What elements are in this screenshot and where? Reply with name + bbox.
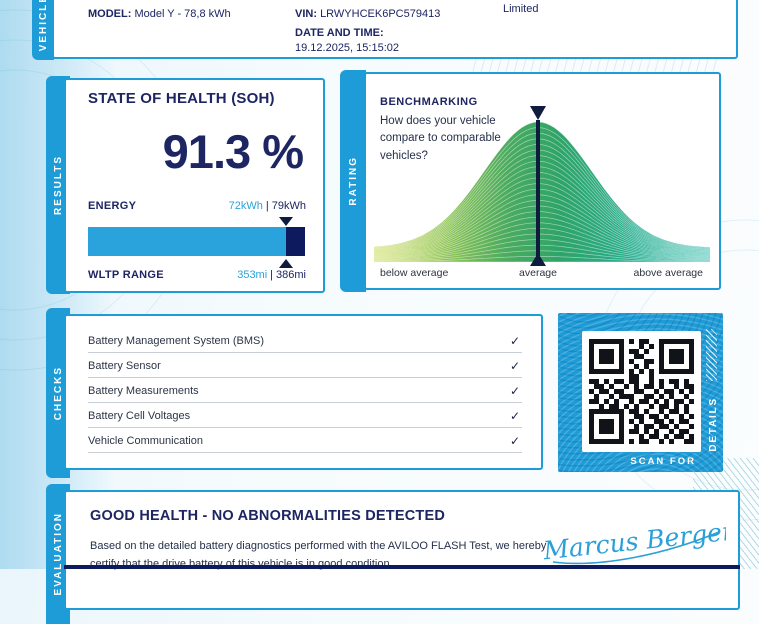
checks-panel: Battery Management System (BMS) ✓ Batter…: [64, 314, 543, 470]
checkmark-icon: ✓: [509, 334, 520, 348]
energy-value-separator: |: [265, 200, 269, 212]
energy-label: ENERGY: [88, 200, 137, 212]
soh-marker-bottom-icon: [279, 259, 293, 268]
check-row-cell-voltages: Battery Cell Voltages ✓: [88, 403, 522, 428]
evaluation-panel: GOOD HEALTH - NO ABNORMALITIES DETECTED …: [64, 490, 740, 610]
benchmarking-title: BENCHMARKING: [380, 96, 478, 108]
energy-original-value: 79kWh: [271, 200, 306, 212]
check-list: Battery Management System (BMS) ✓ Batter…: [88, 328, 522, 453]
checkmark-icon: ✓: [509, 359, 520, 373]
check-row-battery-sensor: Battery Sensor ✓: [88, 353, 522, 378]
datetime-value: 19.12.2025, 15:15:02: [295, 42, 399, 54]
check-row-vehicle-communication: Vehicle Communication ✓: [88, 428, 522, 453]
vin-label: VIN:: [295, 8, 317, 20]
vin-value: LRWYHCEK6PC579413: [320, 8, 441, 20]
check-label: Battery Sensor: [88, 360, 161, 372]
soh-value: 91.3 %: [162, 125, 304, 178]
energy-current-value: 72kWh: [228, 200, 263, 212]
model-value: Model Y - 78,8 kWh: [134, 8, 231, 20]
limited-text: Limited: [503, 3, 539, 15]
qr-details-card: SCAN FOR DETAILS: [558, 313, 723, 472]
rating-section-tab: RATING: [340, 70, 366, 292]
footer-strip: [64, 565, 740, 569]
energy-bar-fill: [88, 227, 287, 256]
checkmark-icon: ✓: [509, 409, 520, 423]
vin-field: VIN: LRWYHCEK6PC579413: [295, 8, 440, 20]
vehicle-panel: MODEL: Model Y - 78,8 kWh VIN: LRWYHCEK6…: [52, 0, 738, 59]
signature: Marcus Berger: [541, 516, 726, 565]
check-label: Battery Management System (BMS): [88, 335, 265, 347]
checkmark-icon: ✓: [509, 434, 520, 448]
evaluation-title: GOOD HEALTH - NO ABNORMALITIES DETECTED: [90, 508, 445, 524]
checkmark-icon: ✓: [509, 384, 520, 398]
wltp-values: 353mi | 386mi: [237, 269, 306, 281]
energy-bar: [88, 227, 305, 256]
results-panel: STATE OF HEALTH (SOH) 91.3 % ENERGY 72kW…: [64, 78, 325, 293]
axis-label-average: average: [519, 267, 557, 279]
qr-code: [589, 339, 694, 444]
rating-panel: BENCHMARKING How does your vehicle compa…: [364, 72, 721, 290]
check-row-battery-measurements: Battery Measurements ✓: [88, 378, 522, 403]
qr-code-frame: [582, 331, 701, 452]
model-label: MODEL:: [88, 8, 132, 20]
vehicle-tab-label: VEHICLE: [37, 0, 49, 52]
energy-values: 72kWh | 79kWh: [229, 200, 306, 212]
results-tab-label: RESULTS: [52, 155, 64, 215]
wltp-current-value: 353mi: [237, 269, 268, 281]
wltp-label: WLTP RANGE: [88, 269, 164, 281]
axis-label-above-average: above average: [633, 267, 703, 279]
check-row-bms: Battery Management System (BMS) ✓: [88, 328, 522, 353]
energy-bar-zone: [88, 217, 305, 269]
rating-tab-label: RATING: [347, 156, 359, 206]
benchmark-bell-curve-chart: [374, 106, 710, 266]
vehicle-section-tab: VEHICLE: [32, 0, 54, 60]
wltp-value-separator: |: [270, 269, 274, 281]
signature-flourish: [552, 531, 720, 565]
soh-title: STATE OF HEALTH (SOH): [88, 90, 275, 107]
hatch-decoration-icon: [706, 329, 717, 381]
benchmarking-subtitle: How does your vehicle compare to compara…: [380, 115, 501, 162]
evaluation-tab-label: EVALUATION: [52, 512, 64, 596]
scan-for-label: SCAN FOR: [630, 456, 696, 467]
check-label: Vehicle Communication: [88, 435, 203, 447]
datetime-label: DATE AND TIME:: [295, 27, 384, 39]
details-label-wrap: DETAILS: [708, 380, 719, 468]
soh-marker-top-icon: [279, 217, 293, 226]
wltp-original-value: 386mi: [276, 269, 306, 281]
check-label: Battery Cell Voltages: [88, 410, 191, 422]
check-label: Battery Measurements: [88, 385, 199, 397]
checks-tab-label: CHECKS: [52, 365, 64, 421]
details-label: DETAILS: [708, 396, 719, 452]
model-field: MODEL: Model Y - 78,8 kWh: [88, 8, 231, 20]
axis-label-below-average: below average: [380, 267, 449, 279]
background-hatch-top: [468, 57, 720, 75]
